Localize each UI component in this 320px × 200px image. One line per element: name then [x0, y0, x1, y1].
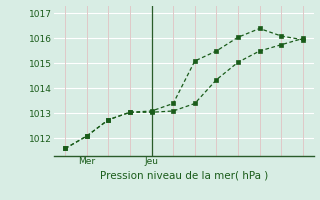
X-axis label: Pression niveau de la mer( hPa ): Pression niveau de la mer( hPa ) [100, 171, 268, 181]
